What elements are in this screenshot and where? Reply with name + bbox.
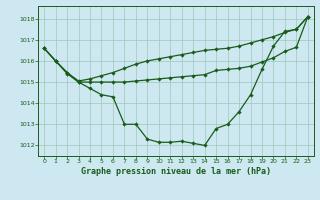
X-axis label: Graphe pression niveau de la mer (hPa): Graphe pression niveau de la mer (hPa) <box>81 167 271 176</box>
